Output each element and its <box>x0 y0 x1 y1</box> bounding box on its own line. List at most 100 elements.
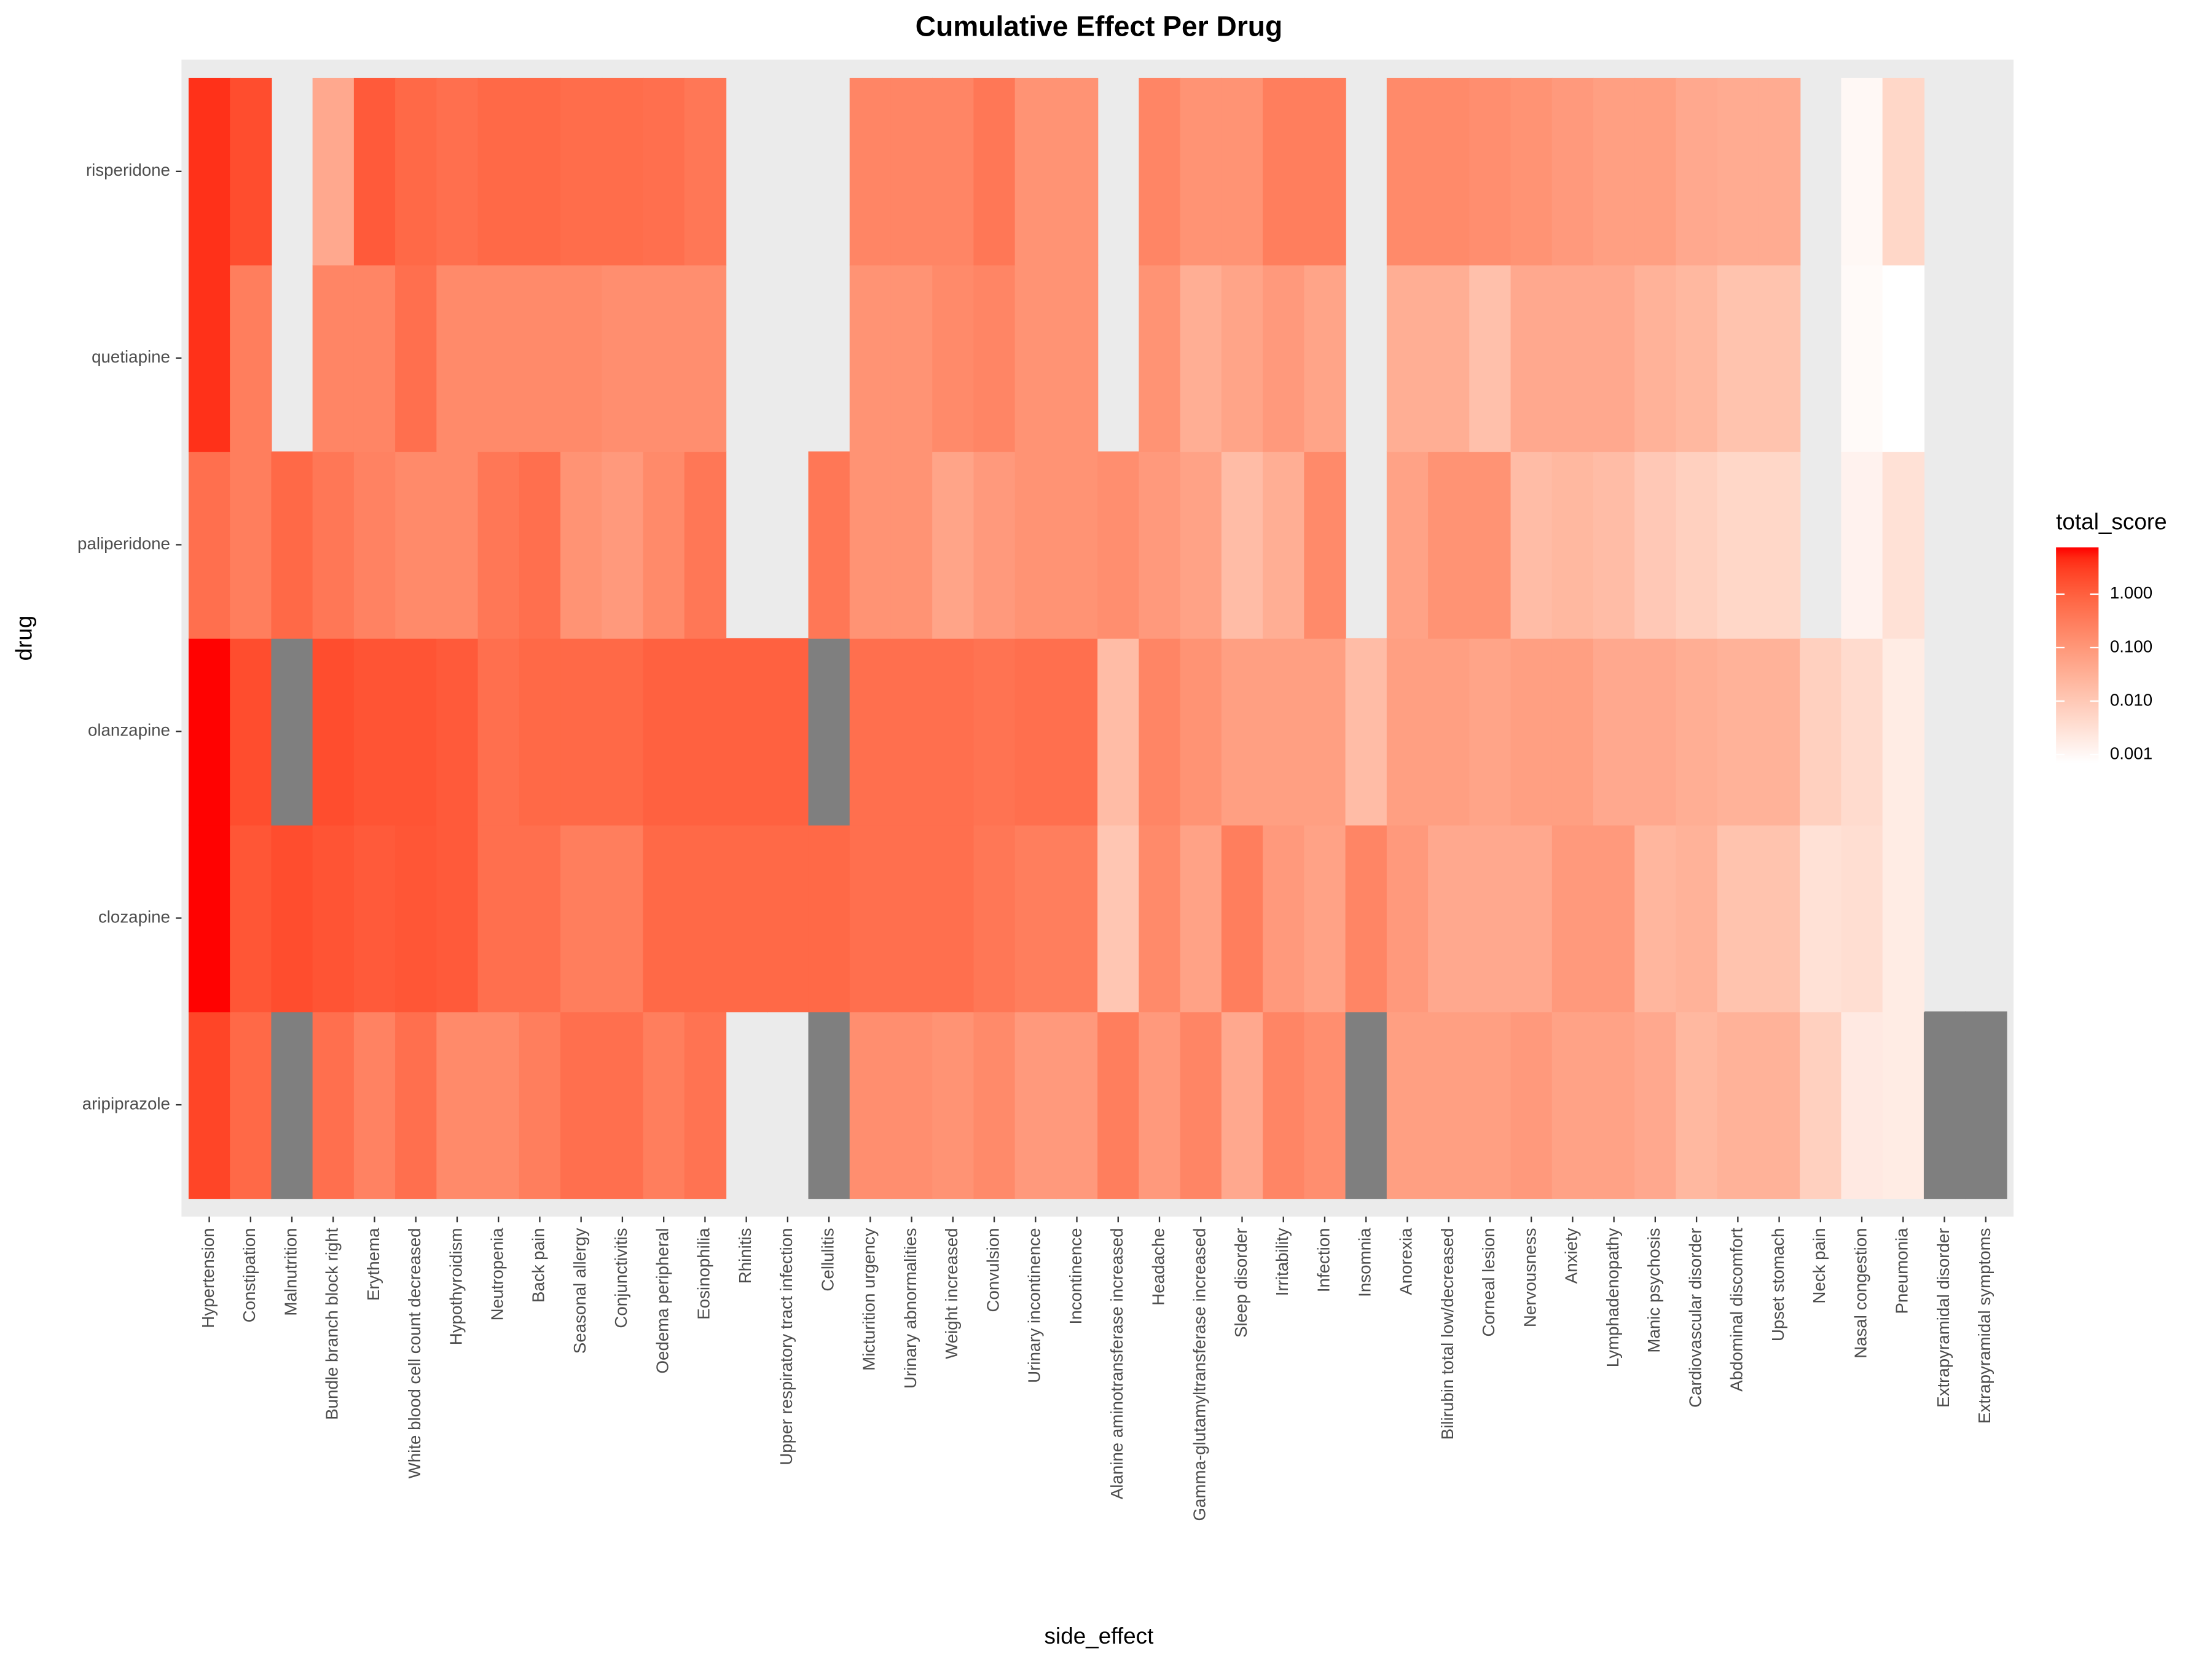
heat-cell <box>1056 1011 1099 1199</box>
heat-cell <box>1841 77 1883 265</box>
heat-cell <box>1386 264 1429 452</box>
heat-cell <box>1469 264 1512 452</box>
heat-cell <box>1676 1011 1718 1199</box>
x-tick-label: Extrapyramidal symptoms <box>1975 1228 1994 1424</box>
heat-cell <box>1056 638 1099 826</box>
heat-cell <box>932 264 975 452</box>
heat-cell <box>643 451 685 639</box>
heat-cell <box>602 825 644 1013</box>
heat-cell <box>1882 638 1925 826</box>
heat-cell <box>1014 264 1057 452</box>
heat-cell <box>436 451 479 639</box>
heat-cell <box>1634 77 1677 265</box>
heat-cell <box>395 638 437 826</box>
x-tick-label: Anorexia <box>1397 1228 1416 1295</box>
heat-cell <box>849 264 892 452</box>
heat-cell <box>1841 1011 1883 1199</box>
heat-cell <box>1386 1011 1429 1199</box>
heat-cell <box>1510 638 1553 826</box>
heat-cell <box>1510 77 1553 265</box>
heat-cell <box>1758 264 1801 452</box>
heat-cell <box>271 1011 313 1199</box>
heat-cell <box>560 638 603 826</box>
heat-cell <box>890 451 933 639</box>
heat-cell <box>436 77 479 265</box>
x-tick-label: Corneal lesion <box>1479 1228 1498 1336</box>
heat-cell <box>684 638 727 826</box>
heat-cell <box>353 638 396 826</box>
heat-cell <box>353 264 396 452</box>
heat-cell <box>395 825 437 1013</box>
x-tick-label: Neutropenia <box>488 1228 507 1320</box>
heat-cell <box>519 1011 562 1199</box>
heat-cell <box>230 451 272 639</box>
heat-cell <box>932 77 975 265</box>
x-tick-label: Cellulitis <box>818 1228 837 1291</box>
heat-cell <box>1634 825 1677 1013</box>
y-tick-label: risperidone <box>86 160 170 179</box>
colorbar-tick-label: 0.100 <box>2110 637 2152 656</box>
heat-cell <box>312 638 355 826</box>
heat-cell <box>767 638 809 826</box>
heat-cell <box>1097 451 1140 639</box>
x-tick-label: Rhinitis <box>735 1228 755 1284</box>
heat-cell <box>973 825 1016 1013</box>
heat-cell <box>602 77 644 265</box>
heat-cell <box>726 638 768 826</box>
heat-cell <box>188 264 231 452</box>
x-tick-label: Malnutrition <box>281 1228 300 1316</box>
heat-cell <box>395 451 437 639</box>
heat-cell <box>1014 638 1057 826</box>
heat-cell <box>1345 825 1387 1013</box>
heat-cell <box>1263 451 1305 639</box>
y-tick-label: aripiprazole <box>82 1094 170 1113</box>
heat-cell <box>1014 1011 1057 1199</box>
heat-cell <box>602 638 644 826</box>
colorbar <box>2056 547 2099 763</box>
heat-cell <box>932 451 975 639</box>
heat-cell <box>1593 1011 1636 1199</box>
heat-cell <box>477 1011 520 1199</box>
x-tick-label: White blood cell count decreased <box>405 1228 424 1478</box>
heat-cell <box>1139 77 1181 265</box>
heat-cell <box>230 1011 272 1199</box>
heat-cell <box>1386 638 1429 826</box>
heat-cell <box>1139 638 1181 826</box>
heat-cell <box>1221 638 1264 826</box>
heat-cell <box>1758 77 1801 265</box>
heat-cell <box>602 451 644 639</box>
heat-cell <box>1758 638 1801 826</box>
x-tick-label: Conjunctivitis <box>611 1228 630 1328</box>
heat-cell <box>1097 1011 1140 1199</box>
heat-cell <box>230 825 272 1013</box>
x-tick-label: Bundle branch block right <box>323 1228 342 1420</box>
heat-cell <box>1551 77 1594 265</box>
heat-cell <box>1221 77 1264 265</box>
x-tick-label: Hypothyroidism <box>446 1228 465 1345</box>
colorbar-tick-label: 1.000 <box>2110 583 2152 602</box>
colorbar-tick-label: 0.010 <box>2110 690 2152 709</box>
heat-cell <box>684 1011 727 1199</box>
heat-cell <box>1304 638 1346 826</box>
heat-cell <box>1014 825 1057 1013</box>
y-axis-title: drug <box>11 616 36 661</box>
x-tick-label: Upset stomach <box>1768 1228 1787 1341</box>
heat-cell <box>1014 451 1057 639</box>
heat-cell <box>726 825 768 1013</box>
heat-cell <box>1882 825 1925 1013</box>
y-tick-label: clozapine <box>98 908 170 927</box>
heat-cell <box>1139 1011 1181 1199</box>
x-tick-label: Weight increased <box>942 1228 961 1359</box>
heat-cell <box>230 264 272 452</box>
heat-cell <box>1056 264 1099 452</box>
heat-cell <box>519 825 562 1013</box>
x-tick-label: Upper respiratory tract infection <box>777 1228 796 1465</box>
heat-cell <box>1304 77 1346 265</box>
heat-cell <box>560 825 603 1013</box>
x-tick-label: Gamma-glutamyltransferase increased <box>1190 1228 1209 1521</box>
heat-cell <box>436 264 479 452</box>
heat-cell <box>312 1011 355 1199</box>
heat-cell <box>932 638 975 826</box>
heat-cell <box>808 1011 850 1199</box>
heat-cell <box>849 638 892 826</box>
